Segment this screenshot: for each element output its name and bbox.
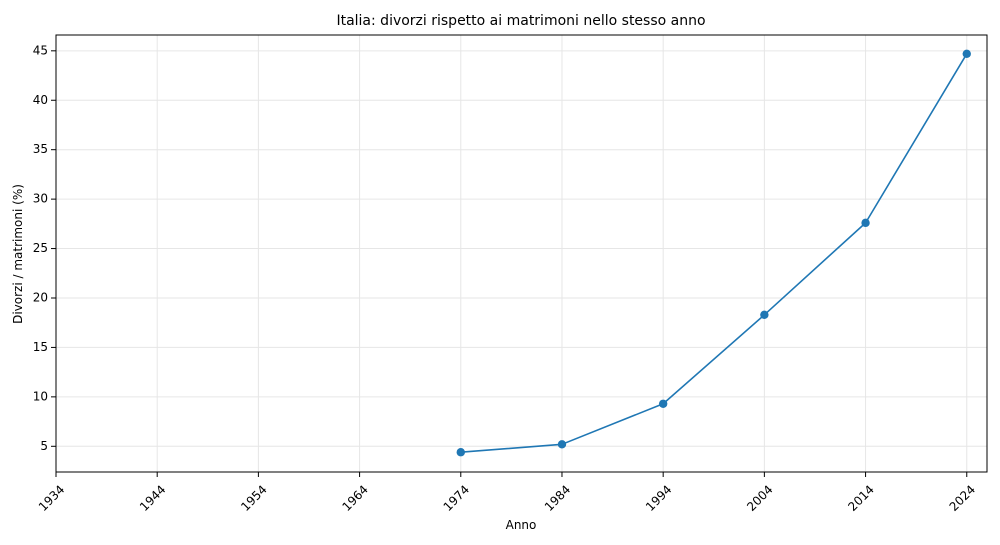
y-tick-label: 20 [33,290,48,304]
y-tick-label: 15 [33,340,48,354]
y-tick-label: 40 [33,93,48,107]
data-point [456,448,465,457]
x-tick-label: 1964 [339,482,370,513]
x-tick-label: 1984 [542,482,573,513]
x-axis-label: Anno [506,518,537,532]
y-tick-label: 25 [33,241,48,255]
series-layer [456,49,971,457]
x-tick-label: 1994 [643,482,674,513]
x-tick-label: 2014 [845,482,876,513]
y-tick-label: 45 [33,43,48,57]
x-tick-label: 2004 [744,482,775,513]
y-tick-label: 10 [33,389,48,403]
axes: 1934 1944 1954 1964 1974 1984 1994 2004 2014 2024… [33,34,988,514]
data-point [962,49,971,58]
plot-frame [55,34,988,473]
y-tick-label: 30 [33,192,48,206]
grid [55,35,987,472]
x-tick-label: 1954 [238,482,269,513]
y-axis-label: Divorzi / matrimoni (%) [11,184,25,324]
data-point [658,399,668,408]
data-point [861,218,870,228]
x-tick-label: 1974 [441,482,472,513]
chart-title: Italia: divorzi rispetto ai matrimoni ne… [336,13,705,29]
series-line [460,53,968,454]
x-tick-label: 2024 [947,482,978,513]
x-tick-label: 1944 [137,482,168,513]
x-tick-label: 1934 [36,482,67,513]
y-tick-label: 5 [40,439,48,453]
data-point [557,440,567,449]
data-point [760,310,769,319]
y-tick-label: 35 [33,142,48,156]
